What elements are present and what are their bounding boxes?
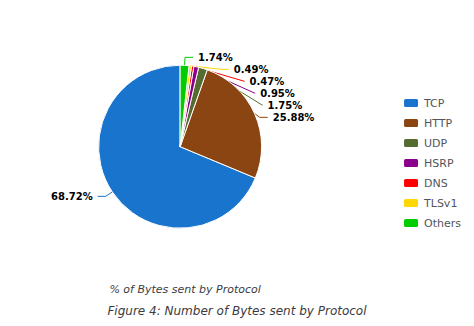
svg-text:1.74%: 1.74% <box>198 52 233 63</box>
svg-text:1.75%: 1.75% <box>268 100 303 111</box>
svg-text:DNS: DNS <box>424 177 448 190</box>
svg-text:HTTP: HTTP <box>424 117 453 130</box>
svg-text:TCP: TCP <box>423 97 445 110</box>
svg-text:% of Bytes sent by Protocol: % of Bytes sent by Protocol <box>109 283 260 296</box>
svg-text:0.49%: 0.49% <box>234 64 269 75</box>
svg-text:HSRP: HSRP <box>424 157 454 170</box>
svg-text:0.95%: 0.95% <box>260 88 295 99</box>
svg-text:Others: Others <box>424 217 461 230</box>
svg-text:UDP: UDP <box>424 137 448 150</box>
svg-text:Figure 4: Number of Bytes sent: Figure 4: Number of Bytes sent by Protoc… <box>107 304 367 318</box>
svg-text:25.88%: 25.88% <box>273 112 315 123</box>
svg-text:TLSv1: TLSv1 <box>423 197 457 210</box>
svg-text:0.47%: 0.47% <box>250 76 285 87</box>
svg-text:68.72%: 68.72% <box>51 191 93 202</box>
